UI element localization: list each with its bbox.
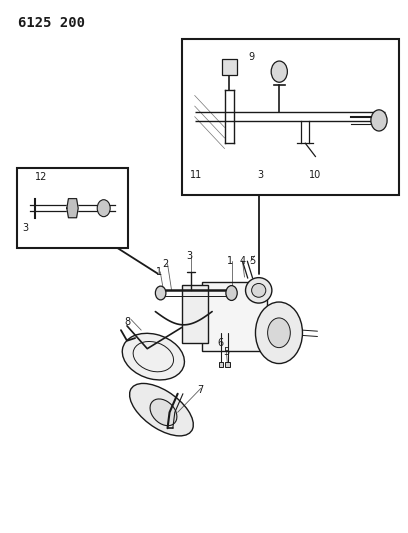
Text: 3: 3: [187, 251, 193, 261]
Circle shape: [255, 302, 302, 364]
Text: 5: 5: [250, 256, 256, 266]
Bar: [219, 362, 224, 367]
Bar: [202, 282, 267, 351]
Text: 3: 3: [22, 223, 28, 233]
Polygon shape: [67, 199, 78, 217]
Text: 3: 3: [257, 171, 263, 180]
Text: 6125 200: 6125 200: [18, 16, 84, 30]
Text: 2: 2: [162, 259, 169, 269]
Bar: [182, 285, 208, 343]
Text: 5: 5: [223, 348, 229, 358]
Bar: [182, 38, 399, 195]
Text: 6: 6: [217, 338, 223, 349]
Circle shape: [268, 318, 290, 348]
Ellipse shape: [246, 278, 272, 303]
Text: 10: 10: [309, 171, 322, 180]
Circle shape: [226, 286, 237, 301]
Text: 9: 9: [249, 52, 255, 62]
Circle shape: [155, 286, 166, 300]
Ellipse shape: [150, 399, 177, 426]
Text: 1: 1: [227, 256, 233, 266]
Bar: [17, 168, 128, 248]
Bar: [225, 362, 230, 367]
Text: 8: 8: [124, 317, 130, 327]
Text: 12: 12: [35, 172, 47, 182]
Text: 11: 11: [190, 171, 202, 180]
Circle shape: [371, 110, 387, 131]
Circle shape: [271, 61, 287, 82]
Text: 7: 7: [197, 384, 203, 394]
Ellipse shape: [130, 383, 193, 436]
Circle shape: [97, 200, 110, 216]
Text: 1: 1: [155, 267, 162, 277]
Ellipse shape: [122, 333, 184, 380]
Ellipse shape: [252, 284, 266, 297]
Bar: [222, 60, 237, 75]
Text: 4: 4: [239, 256, 246, 266]
